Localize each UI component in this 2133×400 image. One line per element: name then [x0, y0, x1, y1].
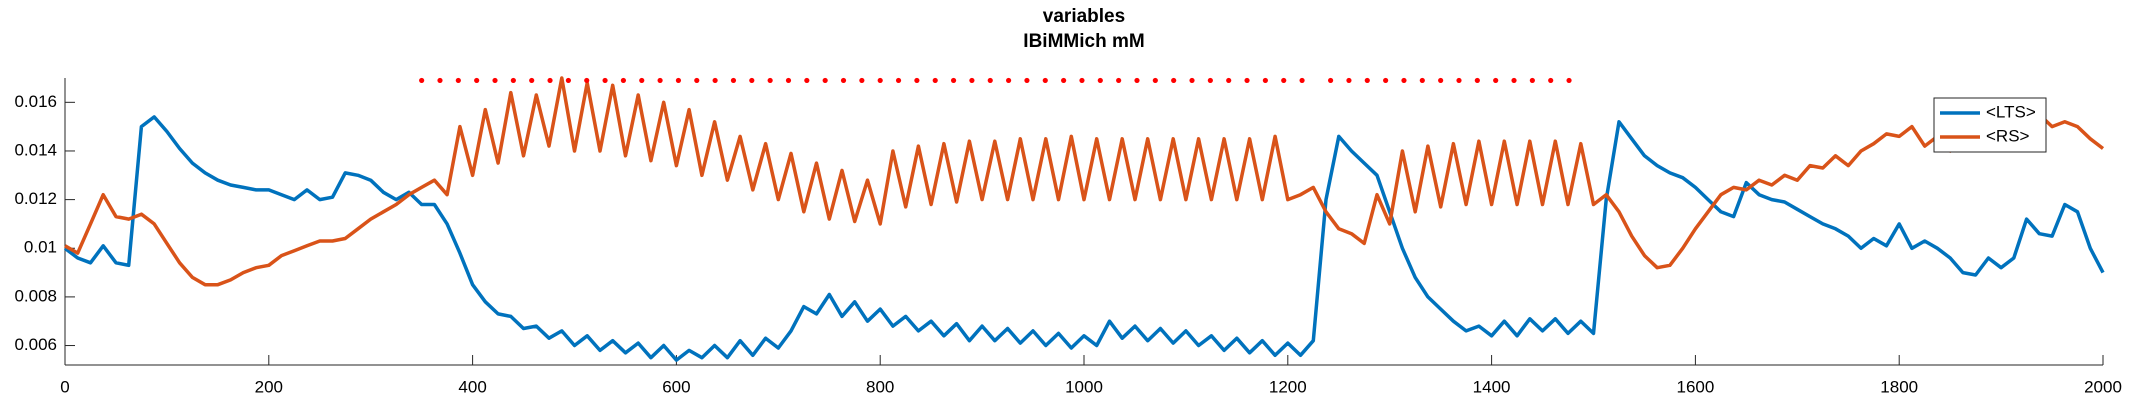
event-marker [1262, 77, 1268, 84]
x-tick-label: 600 [662, 377, 690, 396]
x-tick-label: 200 [255, 377, 283, 396]
event-marker [1327, 77, 1334, 84]
event-marker [1097, 77, 1103, 84]
x-tick-label: 1200 [1269, 377, 1307, 396]
series-line [64, 76, 2105, 287]
event-marker [840, 77, 847, 84]
event-marker [877, 77, 883, 84]
event-marker [987, 77, 993, 84]
event-marker [1134, 77, 1140, 84]
event-marker [712, 77, 718, 84]
event-marker [1042, 77, 1048, 84]
series-line [63, 115, 2105, 362]
event-marker [492, 77, 498, 84]
event-marker [565, 77, 571, 84]
event-marker [437, 77, 443, 84]
event-marker [1207, 77, 1213, 84]
x-tick-label: 1000 [1065, 377, 1103, 396]
event-marker [1456, 77, 1462, 84]
event-marker [474, 77, 480, 84]
event-marker [859, 77, 865, 84]
event-marker [1438, 77, 1444, 84]
event-marker [1529, 77, 1535, 84]
chart-subtitle: IBiMMich mM [1023, 31, 1144, 52]
y-tick-label: 0.006 [14, 335, 57, 354]
event-marker [1419, 77, 1425, 84]
event-marker [620, 77, 627, 84]
y-tick-label: 0.014 [14, 140, 57, 159]
event-marker [1493, 77, 1499, 84]
event-marker [932, 77, 938, 84]
event-marker [455, 77, 461, 84]
event-marker [639, 77, 645, 84]
y-tick-label: 0.01 [24, 238, 57, 257]
x-tick-label: 400 [458, 377, 486, 396]
event-marker [1116, 77, 1122, 84]
event-marker [730, 77, 737, 84]
event-marker [749, 77, 755, 84]
event-marker [675, 77, 682, 84]
x-tick-label: 1400 [1473, 377, 1511, 396]
event-marker [767, 77, 773, 84]
event-marker [1226, 77, 1232, 84]
event-marker [1364, 77, 1370, 84]
chart-title: variables [1043, 6, 1125, 27]
x-tick-label: 800 [866, 377, 894, 396]
event-marker [694, 77, 700, 84]
legend-box [1933, 97, 2047, 153]
event-marker [895, 77, 902, 84]
event-marker [1024, 77, 1030, 84]
y-tick-label: 0.012 [14, 189, 57, 208]
x-tick-label: 0 [60, 377, 69, 396]
x-tick-label: 1800 [1880, 377, 1918, 396]
event-marker [1079, 77, 1085, 84]
event-marker [1383, 77, 1389, 84]
event-marker [529, 77, 535, 84]
event-marker [547, 77, 553, 84]
x-tick-label: 1600 [1676, 377, 1714, 396]
event-marker [1548, 77, 1554, 84]
event-marker [1152, 77, 1158, 84]
event-marker [804, 77, 810, 84]
event-marker [584, 77, 590, 84]
event-marker [969, 77, 975, 84]
event-marker [1566, 77, 1572, 84]
event-marker [822, 77, 828, 84]
legend-label: <LTS> [1986, 102, 2036, 121]
event-marker [1171, 77, 1177, 84]
event-marker [1189, 77, 1195, 84]
x-tick-label: 2000 [2084, 377, 2122, 396]
event-marker [950, 77, 957, 84]
event-marker [1346, 77, 1352, 84]
event-marker [1061, 77, 1067, 84]
event-marker [1401, 77, 1407, 84]
event-marker [1005, 77, 1012, 84]
legend-label: <RS> [1986, 126, 2030, 145]
event-marker [419, 77, 425, 84]
event-marker [1281, 77, 1287, 84]
event-marker [785, 77, 792, 84]
event-marker [602, 77, 608, 84]
event-marker [1244, 77, 1250, 84]
event-marker [1299, 77, 1305, 84]
event-marker [1511, 77, 1517, 84]
event-marker [1474, 77, 1480, 84]
event-marker [510, 77, 516, 84]
event-marker [657, 77, 663, 84]
y-tick-label: 0.016 [14, 92, 57, 111]
y-tick-label: 0.008 [14, 286, 57, 305]
event-marker [914, 77, 920, 84]
